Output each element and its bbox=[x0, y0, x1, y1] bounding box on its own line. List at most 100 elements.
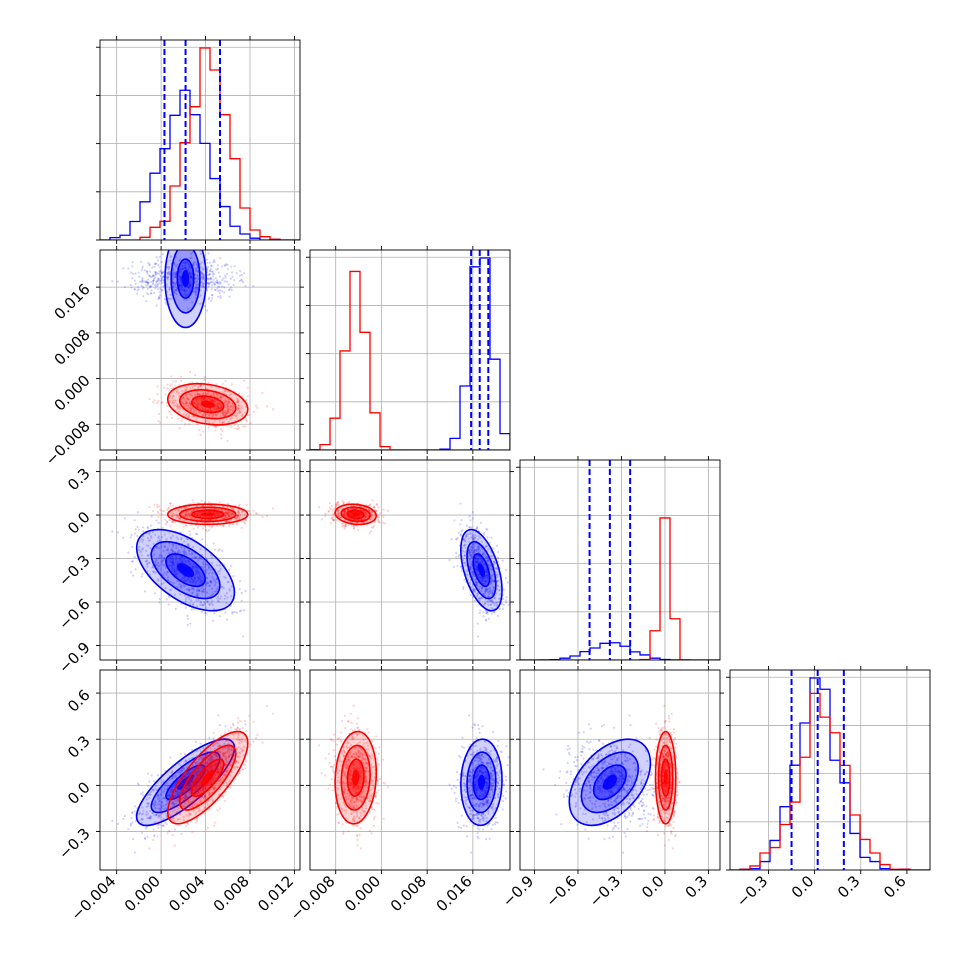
scatter-point bbox=[188, 273, 191, 276]
scatter-point bbox=[481, 579, 484, 582]
scatter-point bbox=[195, 555, 198, 559]
scatter-point bbox=[342, 502, 345, 505]
scatter-point bbox=[465, 573, 469, 577]
scatter-point bbox=[473, 562, 477, 565]
scatter-point bbox=[173, 562, 176, 565]
scatter-point bbox=[202, 504, 205, 507]
scatter-point bbox=[168, 532, 171, 535]
scatter-point bbox=[502, 607, 505, 610]
scatter-point bbox=[473, 557, 477, 560]
scatter-point bbox=[216, 279, 219, 282]
scatter-point bbox=[202, 273, 205, 276]
scatter-point bbox=[464, 564, 467, 567]
scatter-point bbox=[469, 594, 472, 597]
scatter-point bbox=[170, 255, 173, 258]
scatter-point bbox=[197, 283, 200, 286]
scatter-point bbox=[227, 404, 230, 407]
scatter-point bbox=[346, 509, 350, 512]
scatter-point bbox=[474, 556, 477, 560]
scatter-point bbox=[163, 558, 166, 561]
scatter-point bbox=[221, 585, 224, 588]
scatter-point bbox=[174, 273, 177, 276]
scatter-point bbox=[359, 512, 362, 515]
scatter-point bbox=[184, 389, 188, 393]
scatter-point bbox=[231, 275, 234, 278]
scatter-point bbox=[208, 602, 211, 606]
scatter-point bbox=[468, 549, 471, 552]
scatter-point bbox=[202, 590, 206, 593]
scatter-point bbox=[151, 531, 155, 534]
scatter-point bbox=[482, 563, 486, 566]
scatter-point bbox=[218, 420, 221, 424]
scatter-point bbox=[197, 586, 200, 589]
scatter-point bbox=[147, 554, 150, 558]
scatter-point bbox=[156, 283, 159, 286]
scatter-point bbox=[490, 612, 493, 615]
scatter-point bbox=[198, 393, 201, 396]
scatter-point bbox=[490, 575, 494, 578]
scatter-point bbox=[160, 402, 163, 405]
scatter-point bbox=[345, 515, 348, 518]
scatter-point bbox=[168, 589, 172, 592]
scatter-point bbox=[242, 425, 245, 428]
scatter-point bbox=[137, 783, 140, 786]
scatter-point bbox=[194, 566, 197, 569]
scatter-point bbox=[471, 538, 474, 541]
scatter-point bbox=[370, 518, 373, 521]
scatter-point bbox=[196, 594, 199, 598]
scatter-point bbox=[142, 295, 145, 298]
scatter-point bbox=[182, 558, 186, 562]
scatter-point bbox=[201, 398, 204, 401]
scatter-point bbox=[261, 391, 264, 395]
scatter-point bbox=[191, 592, 194, 595]
scatter-point bbox=[482, 615, 485, 618]
scatter-point bbox=[208, 580, 212, 583]
scatter-point bbox=[212, 578, 215, 581]
scatter-point bbox=[156, 546, 159, 550]
scatter-point bbox=[145, 549, 148, 552]
scatter-point bbox=[200, 271, 204, 274]
scatter-point bbox=[176, 391, 179, 394]
scatter-point bbox=[146, 772, 150, 775]
scatter-point bbox=[201, 278, 204, 281]
scatter-point bbox=[208, 296, 211, 299]
scatter-point bbox=[148, 561, 151, 564]
scatter-point bbox=[469, 565, 472, 568]
scatter-point bbox=[206, 518, 209, 521]
scatter-point bbox=[212, 737, 215, 740]
scatter-point bbox=[136, 286, 140, 289]
scatter-point bbox=[198, 578, 201, 581]
scatter-point bbox=[185, 298, 188, 302]
scatter-point bbox=[465, 535, 468, 538]
scatter-point bbox=[196, 277, 199, 280]
scatter-point bbox=[143, 590, 147, 593]
scatter-point bbox=[140, 269, 143, 272]
scatter-point bbox=[222, 414, 225, 417]
scatter-point bbox=[477, 545, 480, 548]
scatter-point bbox=[471, 533, 474, 536]
scatter-point bbox=[188, 265, 191, 268]
scatter-point bbox=[243, 272, 246, 275]
scatter-point bbox=[463, 561, 466, 564]
scatter-point bbox=[173, 514, 176, 517]
panel-2-2 bbox=[516, 456, 721, 664]
scatter-point bbox=[233, 265, 236, 268]
scatter-point bbox=[484, 588, 487, 591]
scatter-point bbox=[216, 287, 219, 290]
scatter-point bbox=[201, 266, 204, 269]
scatter-point bbox=[463, 554, 466, 557]
scatter-point bbox=[159, 554, 162, 557]
scatter-point bbox=[366, 520, 369, 523]
scatter-point bbox=[184, 600, 187, 603]
scatter-point bbox=[189, 402, 192, 405]
contour-line bbox=[472, 553, 491, 588]
scatter-point bbox=[482, 563, 485, 566]
scatter-point bbox=[473, 578, 477, 581]
scatter-point bbox=[486, 577, 490, 580]
scatter-point bbox=[201, 590, 204, 593]
scatter-point bbox=[149, 280, 153, 283]
scatter-point bbox=[180, 546, 183, 549]
scatter-point bbox=[200, 284, 204, 287]
scatter-point bbox=[192, 586, 195, 590]
scatter-point bbox=[184, 402, 187, 405]
